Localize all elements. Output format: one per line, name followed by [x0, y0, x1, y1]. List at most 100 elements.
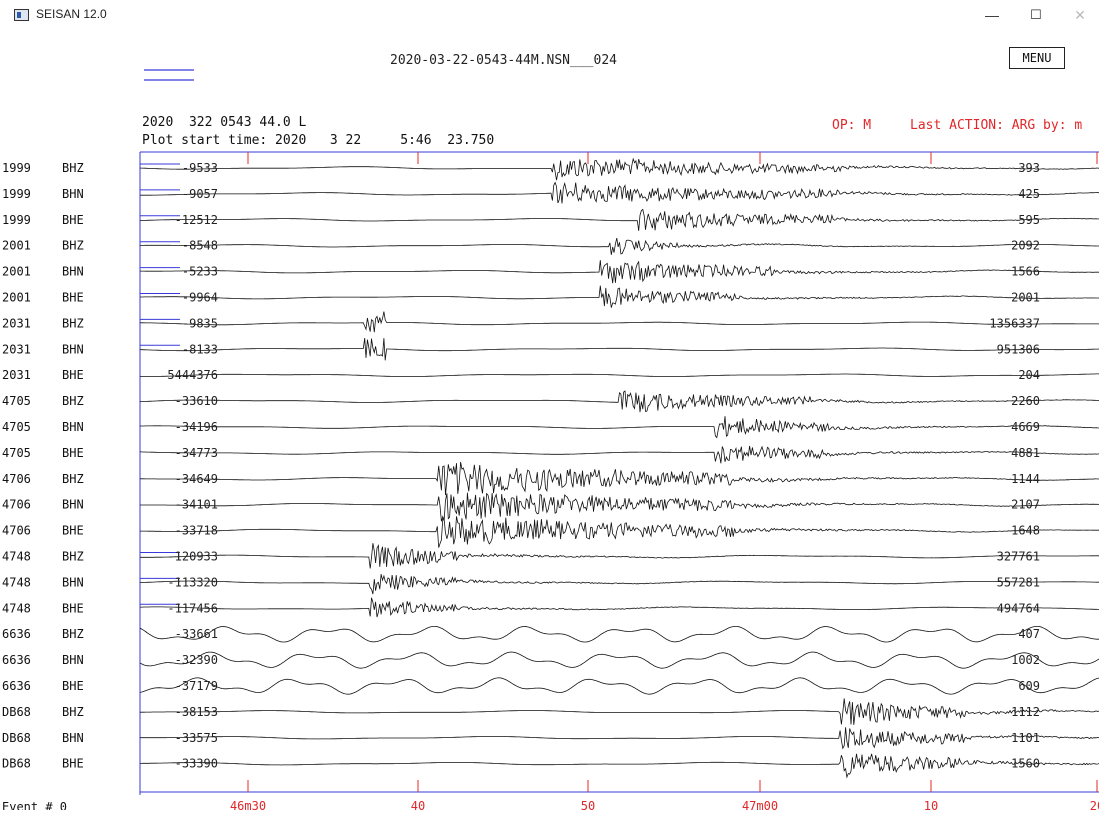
waveform-trace[interactable]: [140, 208, 1099, 231]
waveform-trace[interactable]: [140, 260, 1099, 284]
waveform-trace[interactable]: [140, 597, 1099, 618]
station-label: 6636: [2, 627, 31, 641]
max-amplitude: 609: [1018, 679, 1040, 693]
time-axis-label: 20: [1090, 799, 1099, 810]
station-label: 4705: [2, 420, 31, 434]
station-label: 2001: [2, 265, 31, 279]
station-label: 4748: [2, 550, 31, 564]
waveform-trace[interactable]: [139, 698, 1099, 725]
min-amplitude: -117456: [167, 601, 218, 615]
channel-label: BHN: [62, 420, 84, 434]
station-label: 1999: [2, 161, 31, 175]
max-amplitude: 2092: [1011, 239, 1040, 253]
waveform-trace[interactable]: [140, 492, 1099, 522]
waveform-trace[interactable]: [140, 516, 1099, 548]
waveform-trace[interactable]: [140, 574, 1099, 595]
station-label: 4706: [2, 472, 31, 486]
last-action-label: Last ACTION: ARG by: m: [910, 118, 1083, 133]
event-header: 2020 322 0543 44.0 L: [142, 115, 307, 130]
menu-button[interactable]: MENU: [1009, 47, 1065, 69]
waveform-trace[interactable]: [140, 285, 1099, 308]
station-label: 2001: [2, 239, 31, 253]
close-button[interactable]: ✕: [1074, 7, 1086, 23]
channel-label: BHZ: [62, 550, 84, 564]
station-label: 1999: [2, 213, 31, 227]
max-amplitude: 1002: [1011, 653, 1040, 667]
min-amplitude: -8548: [182, 239, 218, 253]
max-amplitude: 327761: [997, 550, 1040, 564]
min-amplitude: -9835: [182, 316, 218, 330]
time-axis-label: 40: [411, 799, 425, 810]
plot-start-time: Plot start time: 2020 3 22 5:46 23.750: [142, 133, 495, 148]
max-amplitude: 951306: [997, 342, 1040, 356]
min-amplitude: -33718: [175, 524, 218, 538]
min-amplitude: -8133: [182, 342, 218, 356]
event-filename: 2020-03-22-0543-44M.NSN___024: [390, 53, 617, 68]
min-amplitude: -5233: [182, 265, 218, 279]
time-axis-label: 46m30: [230, 799, 266, 810]
channel-label: BHZ: [62, 472, 84, 486]
max-amplitude: 1144: [1011, 472, 1040, 486]
channel-label: BHZ: [62, 239, 84, 253]
station-label: 4748: [2, 601, 31, 615]
station-label: 4748: [2, 575, 31, 589]
max-amplitude: 2260: [1011, 394, 1040, 408]
min-amplitude: -113320: [167, 575, 218, 589]
channel-label: BHZ: [62, 627, 84, 641]
max-amplitude: 407: [1018, 627, 1040, 641]
waveform-trace[interactable]: [140, 727, 1099, 750]
min-amplitude: -37179: [175, 679, 218, 693]
seismogram-plot[interactable]: 1999 BHZ -9533 393 1999 BHN -9057 425 1999 BHE -12…: [0, 150, 1099, 810]
min-amplitude: -33610: [175, 394, 218, 408]
station-label: 2031: [2, 316, 31, 330]
station-label: 2001: [2, 291, 31, 305]
waveform-trace[interactable]: [139, 181, 1099, 204]
waveform-trace[interactable]: [140, 238, 1099, 255]
min-amplitude: -12512: [175, 213, 218, 227]
waveform-trace[interactable]: [140, 445, 1099, 464]
app-icon: [14, 9, 29, 21]
waveform-trace[interactable]: [140, 416, 1099, 439]
channel-label: BHE: [62, 524, 84, 538]
waveform-trace[interactable]: [139, 651, 1099, 669]
waveform-trace[interactable]: [140, 543, 1099, 569]
min-amplitude: -33661: [175, 627, 218, 641]
waveform-trace[interactable]: [139, 677, 1099, 695]
channel-label: BHZ: [62, 316, 84, 330]
channel-label: BHE: [62, 757, 84, 771]
channel-label: BHZ: [62, 161, 84, 175]
waveform-trace[interactable]: [139, 157, 1099, 181]
menu-lines-icon[interactable]: [144, 68, 194, 82]
max-amplitude: 1112: [1011, 705, 1040, 719]
station-label: 4706: [2, 524, 31, 538]
minimize-button[interactable]: —: [985, 7, 999, 23]
waveform-trace[interactable]: [139, 390, 1099, 413]
max-amplitude: 1560: [1011, 757, 1040, 771]
channel-label: BHE: [62, 213, 84, 227]
channel-label: BHN: [62, 187, 84, 201]
channel-label: BHN: [62, 653, 84, 667]
channel-label: BHE: [62, 601, 84, 615]
channel-label: BHE: [62, 368, 84, 382]
max-amplitude: 4881: [1011, 446, 1040, 460]
max-amplitude: 1648: [1011, 524, 1040, 538]
waveform-trace[interactable]: [140, 373, 1099, 377]
waveform-trace[interactable]: [140, 461, 1099, 496]
max-amplitude: 4669: [1011, 420, 1040, 434]
maximize-button[interactable]: ☐: [1030, 7, 1042, 22]
station-label: DB68: [2, 731, 31, 745]
channel-label: BHE: [62, 446, 84, 460]
window-title: SEISAN 12.0: [36, 7, 107, 21]
waveform-trace[interactable]: [139, 626, 1099, 643]
waveform-trace[interactable]: [139, 337, 1099, 361]
max-amplitude: 204: [1018, 368, 1040, 382]
waveform-trace[interactable]: [140, 753, 1099, 779]
station-label: 2031: [2, 342, 31, 356]
min-amplitude: -9533: [182, 161, 218, 175]
station-label: 6636: [2, 653, 31, 667]
time-axis-label: 10: [924, 799, 938, 810]
max-amplitude: 2107: [1011, 498, 1040, 512]
min-amplitude: -34773: [175, 446, 218, 460]
waveform-trace[interactable]: [140, 311, 1099, 333]
min-amplitude: -34101: [175, 498, 218, 512]
